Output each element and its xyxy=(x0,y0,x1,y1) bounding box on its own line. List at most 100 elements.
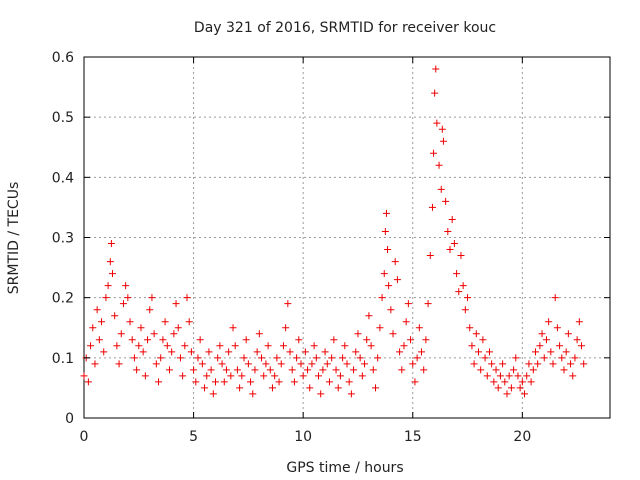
data-point xyxy=(157,354,165,362)
data-point xyxy=(350,366,358,374)
data-point xyxy=(168,348,176,356)
data-point xyxy=(363,336,371,344)
data-point xyxy=(516,384,524,392)
data-point xyxy=(521,390,529,398)
data-point xyxy=(361,360,369,368)
data-point xyxy=(84,378,92,386)
data-point xyxy=(499,360,507,368)
data-point xyxy=(264,342,272,350)
data-point xyxy=(334,384,342,392)
data-point xyxy=(514,372,522,380)
data-point xyxy=(475,348,482,356)
data-point xyxy=(104,282,112,290)
data-point xyxy=(428,203,436,211)
data-point xyxy=(194,354,202,362)
data-point xyxy=(523,372,531,380)
data-point xyxy=(207,366,215,374)
data-point xyxy=(321,348,329,356)
data-point xyxy=(130,354,138,362)
data-point xyxy=(573,336,581,344)
data-point xyxy=(468,342,476,350)
chart-title: Day 321 of 2016, SRMTID for receiver kou… xyxy=(194,20,496,36)
data-point xyxy=(483,372,491,380)
data-point xyxy=(558,354,566,362)
data-point xyxy=(430,149,438,157)
data-point xyxy=(242,336,250,344)
data-point xyxy=(547,348,555,356)
data-point xyxy=(310,342,318,350)
data-point xyxy=(244,360,252,368)
y-tick-label: 0.4 xyxy=(52,170,74,186)
data-point xyxy=(141,372,149,380)
data-point xyxy=(531,348,539,356)
data-point xyxy=(89,324,97,332)
data-point xyxy=(578,342,586,350)
data-point xyxy=(268,384,276,392)
data-point xyxy=(148,294,156,302)
data-point xyxy=(371,384,379,392)
data-point xyxy=(450,240,458,248)
data-point xyxy=(301,348,309,356)
data-point xyxy=(111,312,119,320)
data-point xyxy=(262,360,270,368)
data-point xyxy=(192,378,200,386)
data-point xyxy=(400,342,408,350)
data-point xyxy=(444,227,452,235)
data-point xyxy=(290,378,298,386)
data-point xyxy=(238,372,246,380)
data-point xyxy=(398,366,406,374)
x-tick-label: 15 xyxy=(404,429,422,445)
data-point xyxy=(339,354,347,362)
data-point xyxy=(525,360,533,368)
data-point xyxy=(126,318,134,326)
data-point xyxy=(413,354,421,362)
data-point xyxy=(527,378,535,386)
scatter-points xyxy=(80,65,588,398)
data-point xyxy=(415,324,423,332)
y-tick-label: 0.3 xyxy=(52,231,74,247)
data-point xyxy=(266,366,274,374)
data-point xyxy=(545,318,553,326)
data-point xyxy=(258,354,266,362)
data-point xyxy=(293,354,301,362)
data-point xyxy=(183,294,191,302)
data-point xyxy=(472,330,480,338)
data-point xyxy=(317,390,325,398)
y-tick-label: 0 xyxy=(65,411,74,427)
data-point xyxy=(433,119,441,127)
data-point xyxy=(133,366,141,374)
data-point xyxy=(106,258,114,266)
data-point xyxy=(490,378,498,386)
data-point xyxy=(91,360,99,368)
data-point xyxy=(470,360,478,368)
data-point xyxy=(358,372,366,380)
data-point xyxy=(396,348,404,356)
data-point xyxy=(402,318,410,326)
data-point xyxy=(150,330,158,338)
data-point xyxy=(87,342,95,350)
data-point xyxy=(494,384,502,392)
data-point xyxy=(580,360,588,368)
data-point xyxy=(187,348,195,356)
data-point xyxy=(435,161,443,169)
data-point xyxy=(518,378,526,386)
data-point xyxy=(196,336,204,344)
data-point xyxy=(411,378,419,386)
data-point xyxy=(152,360,160,368)
x-tick-label: 5 xyxy=(189,429,198,445)
data-point xyxy=(332,366,340,374)
data-point xyxy=(459,282,467,290)
gridlines xyxy=(84,57,610,418)
data-point xyxy=(218,360,226,368)
data-point xyxy=(165,366,173,374)
data-point xyxy=(295,336,303,344)
data-point xyxy=(115,360,123,368)
data-point xyxy=(227,372,235,380)
data-point xyxy=(251,366,259,374)
data-point xyxy=(284,300,292,308)
data-point xyxy=(240,354,248,362)
data-point xyxy=(216,342,224,350)
data-point xyxy=(312,354,320,362)
data-point xyxy=(481,354,489,362)
data-point xyxy=(205,348,213,356)
